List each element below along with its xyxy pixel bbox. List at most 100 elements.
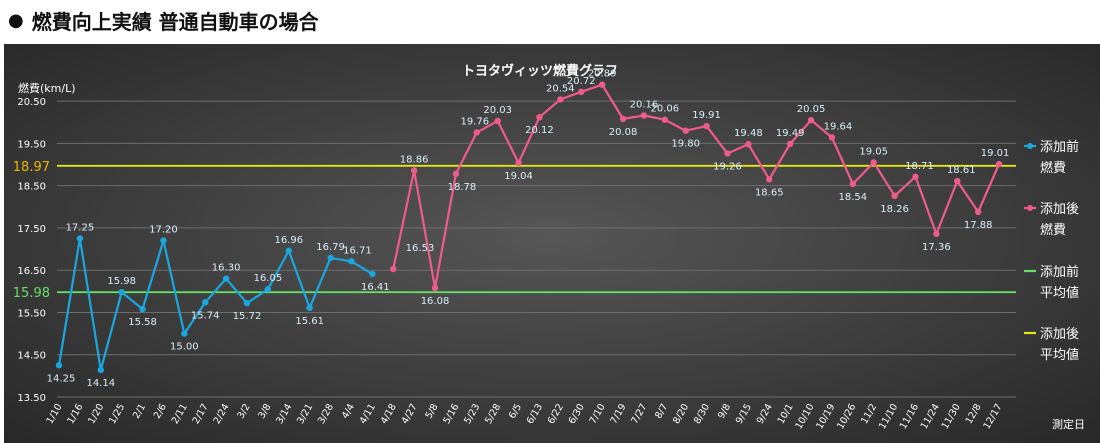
data-label: 17.25 xyxy=(66,223,95,234)
data-point xyxy=(619,115,627,123)
legend-label: 平均値 xyxy=(1040,285,1079,301)
data-label: 19.48 xyxy=(734,128,763,139)
data-point xyxy=(285,247,292,254)
data-label: 20.89 xyxy=(588,69,617,80)
data-label: 19.91 xyxy=(692,110,721,121)
data-label: 16.08 xyxy=(421,296,450,307)
y-tick-label: 20.50 xyxy=(17,97,46,108)
data-point xyxy=(598,81,606,88)
data-label: 16.79 xyxy=(316,242,345,253)
data-point xyxy=(557,96,564,103)
data-label: 15.72 xyxy=(233,311,262,322)
series-lines: 14.25 17.25 14.14 15.98 15.58 17.20 15.00 15.74… xyxy=(47,69,1010,389)
reference-lines: 15.98 18.97 xyxy=(13,160,1016,301)
data-point xyxy=(410,167,418,174)
y-tick-labels: 13.50 14.50 15.50 16.50 17.50 18.50 19.50 20.50 xyxy=(17,97,46,404)
legend-label: 添加前 xyxy=(1040,139,1079,155)
data-label: 15.98 xyxy=(107,276,136,287)
data-point xyxy=(640,112,648,119)
data-point xyxy=(954,177,961,185)
data-point xyxy=(348,258,355,265)
data-label: 17.88 xyxy=(964,220,993,231)
data-label: 18.26 xyxy=(880,204,909,215)
data-label: 20.05 xyxy=(797,104,826,115)
legend-marker xyxy=(1027,205,1033,211)
data-point xyxy=(202,299,209,306)
data-label: 20.03 xyxy=(483,105,512,116)
data-point xyxy=(933,230,940,238)
data-point xyxy=(243,299,251,307)
data-point xyxy=(97,366,104,374)
y-axis-title: 燃費(km/L) xyxy=(18,81,76,95)
data-label: 15.74 xyxy=(191,310,220,321)
data-label: 18.78 xyxy=(448,182,477,193)
data-point xyxy=(849,180,857,188)
data-label: 16.71 xyxy=(343,245,372,256)
data-point xyxy=(222,275,230,282)
data-label: 18.61 xyxy=(947,165,976,176)
data-point xyxy=(745,141,752,148)
data-label: 18.65 xyxy=(755,187,784,198)
legend-label: 添加後 xyxy=(1040,327,1079,342)
series-line xyxy=(57,237,373,372)
data-label: 20.06 xyxy=(650,104,679,115)
data-point xyxy=(766,176,773,183)
data-point xyxy=(724,150,731,157)
data-point xyxy=(264,286,272,293)
data-point xyxy=(703,122,710,130)
heading-text: 燃費向上実績 普通自動車の場合 xyxy=(31,9,319,34)
data-label: 19.64 xyxy=(824,121,853,132)
data-point xyxy=(515,159,522,167)
data-point xyxy=(431,284,439,292)
legend-label: 燃費 xyxy=(1040,222,1066,238)
data-point xyxy=(160,237,167,244)
reference-line-label: 18.97 xyxy=(13,160,50,175)
data-label: 18.86 xyxy=(400,154,429,165)
data-label: 19.26 xyxy=(713,162,742,173)
data-point xyxy=(891,192,898,200)
data-label: 20.08 xyxy=(609,127,638,138)
legend-label: 平均値 xyxy=(1040,347,1079,363)
data-point xyxy=(76,235,84,242)
reference-line-label: 15.98 xyxy=(13,286,50,301)
data-label: 16.53 xyxy=(406,243,435,254)
y-tick-label: 16.50 xyxy=(17,266,46,277)
data-point xyxy=(494,117,501,125)
y-tick-label: 14.50 xyxy=(17,351,46,362)
y-tick-label: 18.50 xyxy=(17,182,46,193)
data-point xyxy=(807,116,815,124)
data-point xyxy=(995,160,1003,168)
data-label: 19.80 xyxy=(671,139,700,150)
data-label: 19.05 xyxy=(859,146,888,157)
data-label: 15.00 xyxy=(170,342,199,353)
data-point xyxy=(828,134,836,141)
data-label: 14.14 xyxy=(86,378,115,389)
data-label: 16.41 xyxy=(361,282,390,293)
y-tick-label: 19.50 xyxy=(17,139,46,150)
data-point xyxy=(661,116,669,123)
data-label: 15.61 xyxy=(295,316,324,327)
data-label: 15.58 xyxy=(128,317,157,328)
data-point xyxy=(118,288,125,296)
data-point xyxy=(181,330,188,337)
page-heading: ● 燃費向上実績 普通自動車の場合 xyxy=(8,6,319,34)
data-label: 19.04 xyxy=(504,171,533,182)
data-point xyxy=(390,265,397,273)
data-label: 17.36 xyxy=(922,242,951,253)
x-axis-title: 測定日 xyxy=(1052,417,1085,431)
data-label: 20.12 xyxy=(525,125,554,136)
data-label: 16.30 xyxy=(212,263,241,274)
data-point xyxy=(327,254,334,262)
y-tick-label: 15.50 xyxy=(17,308,46,319)
data-label: 14.25 xyxy=(47,373,76,384)
data-point xyxy=(974,208,982,216)
legend-marker xyxy=(1027,143,1033,149)
data-label: 20.72 xyxy=(567,76,596,87)
chart-background xyxy=(4,44,1100,443)
data-label: 16.96 xyxy=(274,235,303,246)
data-point xyxy=(369,270,376,278)
chart-title: トヨタヴィッツ燃費グラフ xyxy=(462,63,618,79)
legend-label: 添加後 xyxy=(1040,202,1079,217)
